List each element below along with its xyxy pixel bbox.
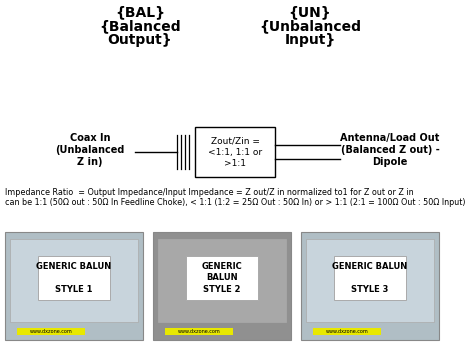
Text: Impedance Ratio  = Output Impedance/Input Impedance = Z out/Z in normalized to1 : Impedance Ratio = Output Impedance/Input…	[5, 188, 414, 197]
Bar	[195, 127, 275, 177]
Text: www.dxzone.com: www.dxzone.com	[326, 329, 368, 334]
Bar	[17, 328, 85, 335]
Text: www.dxzone.com: www.dxzone.com	[30, 329, 72, 334]
Bar	[306, 239, 434, 322]
Bar	[10, 239, 138, 322]
Text: Zout/Zin =
<1:1, 1:1 or
>1:1: Zout/Zin = <1:1, 1:1 or >1:1	[208, 136, 262, 168]
Text: Antenna/Load Out
(Balanced Z out) -
Dipole: Antenna/Load Out (Balanced Z out) - Dipo…	[340, 132, 440, 167]
Bar	[186, 256, 258, 300]
Text: www.dxzone.com: www.dxzone.com	[178, 329, 220, 334]
Text: can be 1:1 (50Ω out : 50Ω In Feedline Choke), < 1:1 (1:2 = 25Ω Out : 50Ω In) or : can be 1:1 (50Ω out : 50Ω In Feedline Ch…	[5, 198, 465, 207]
Bar	[313, 328, 381, 335]
Text: GENERIC
BALUN
STYLE 2: GENERIC BALUN STYLE 2	[202, 262, 243, 294]
Bar	[158, 239, 286, 322]
Text: GENERIC BALUN

STYLE 1: GENERIC BALUN STYLE 1	[36, 262, 112, 294]
Bar	[301, 232, 439, 340]
Bar	[165, 328, 233, 335]
Bar	[334, 256, 406, 300]
Bar	[153, 232, 291, 340]
Text: {UN}: {UN}	[289, 5, 331, 19]
Text: GENERIC BALUN

STYLE 3: GENERIC BALUN STYLE 3	[332, 262, 407, 294]
Bar	[38, 256, 110, 300]
Text: Output}: Output}	[108, 33, 172, 47]
Text: Input}: Input}	[284, 33, 336, 47]
Text: Coax In
(Unbalanced
Z in): Coax In (Unbalanced Z in)	[55, 132, 125, 167]
Text: {Unbalanced: {Unbalanced	[259, 19, 361, 33]
Bar	[5, 232, 143, 340]
Text: {Balanced: {Balanced	[99, 19, 181, 33]
Text: {BAL}: {BAL}	[115, 5, 165, 19]
